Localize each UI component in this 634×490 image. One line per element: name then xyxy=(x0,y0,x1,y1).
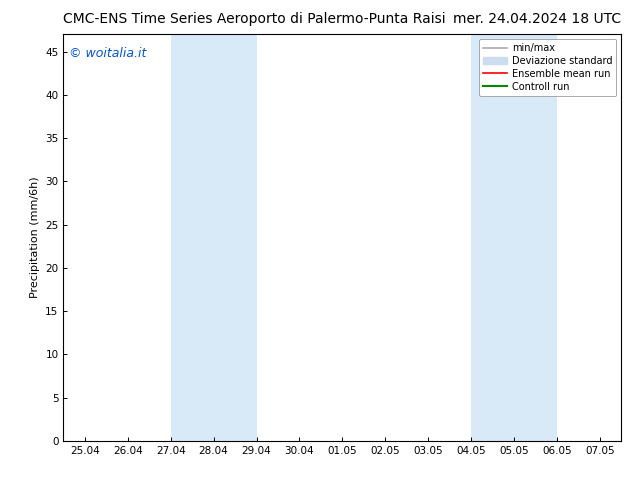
Legend: min/max, Deviazione standard, Ensemble mean run, Controll run: min/max, Deviazione standard, Ensemble m… xyxy=(479,39,616,96)
Text: CMC-ENS Time Series Aeroporto di Palermo-Punta Raisi: CMC-ENS Time Series Aeroporto di Palermo… xyxy=(63,12,446,26)
Text: © woitalia.it: © woitalia.it xyxy=(69,47,146,59)
Bar xyxy=(171,34,257,441)
Text: mer. 24.04.2024 18 UTC: mer. 24.04.2024 18 UTC xyxy=(453,12,621,26)
Y-axis label: Precipitation (mm/6h): Precipitation (mm/6h) xyxy=(30,177,40,298)
Bar xyxy=(471,34,557,441)
